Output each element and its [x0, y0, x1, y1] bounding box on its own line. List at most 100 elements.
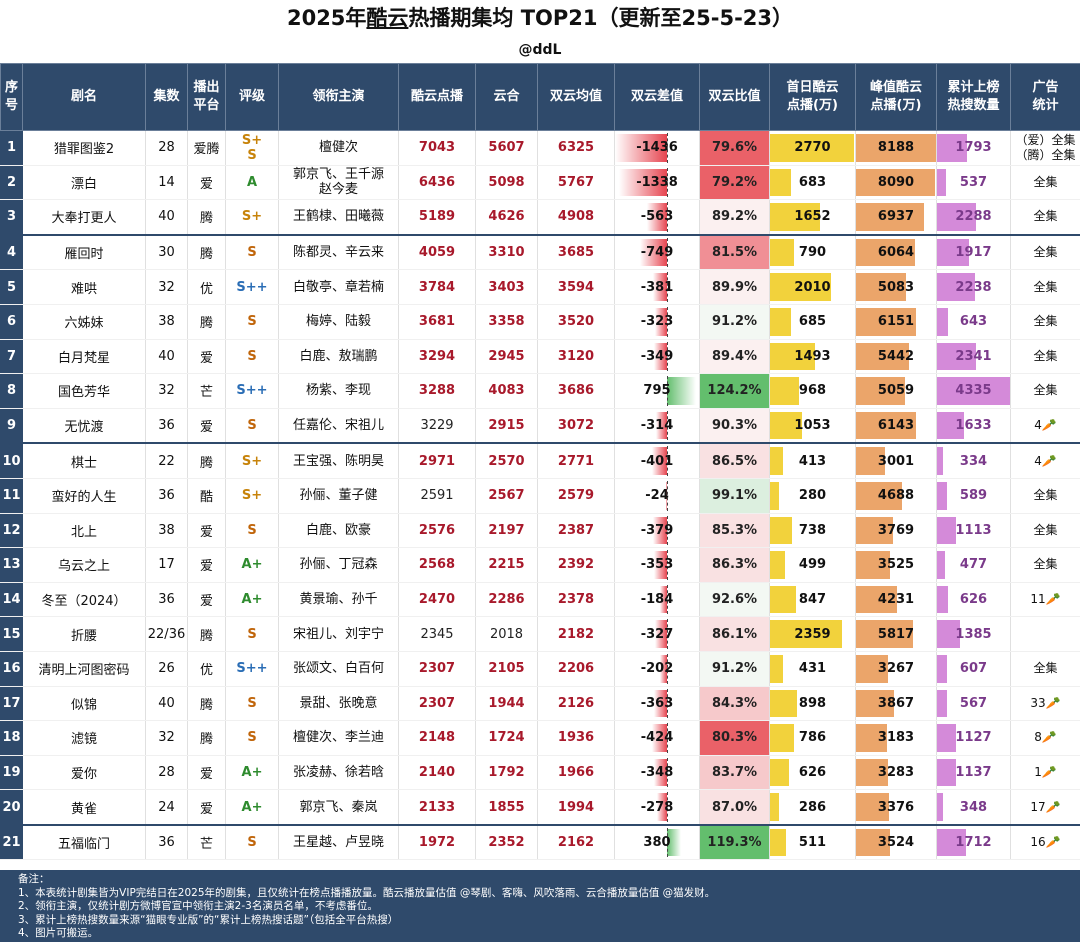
- dual-diff: -363: [614, 686, 700, 722]
- first-day-views-value: 286: [798, 799, 827, 815]
- cast-text: 白鹿、敖瑞鹏: [299, 348, 378, 364]
- dual-avg: 2378: [537, 582, 615, 618]
- table-header: 序号 剧名 集数 播出平台 评级 领衔主演 酷云点播 云合 双云均值 双云差值 …: [0, 63, 1080, 131]
- ad-text: 1🥕: [1034, 764, 1057, 779]
- cast-text: 景甜、张晚意: [299, 695, 378, 711]
- platform: 爱: [187, 513, 226, 549]
- ad-text: 16🥕: [1030, 835, 1061, 850]
- dual-ratio: 124.2%: [699, 373, 770, 409]
- first-day-views-value: 683: [798, 174, 827, 190]
- ad-text: 全集: [1033, 314, 1058, 329]
- rating: S: [225, 513, 279, 549]
- peak-views-bar: [856, 273, 906, 301]
- episode-count: 24: [145, 789, 188, 826]
- cast-text: 杨紫、李现: [305, 383, 371, 399]
- rating: S: [225, 720, 279, 756]
- hot-search-count-value: 626: [959, 592, 988, 608]
- yunhe-views: 3358: [475, 304, 538, 340]
- yunhe-views: 2286: [475, 582, 538, 618]
- lead-cast: 白鹿、欧豪: [278, 513, 399, 549]
- peak-views-bar: [856, 307, 917, 336]
- hot-search-count-value: 607: [959, 661, 988, 677]
- first-day-views-bar: [770, 447, 783, 475]
- header-name: 剧名: [22, 63, 146, 131]
- ad-stats: 全集: [1010, 651, 1080, 687]
- dual-diff: -184: [614, 582, 700, 618]
- peak-views-bar: [856, 203, 924, 231]
- rating-text: S: [247, 695, 257, 711]
- table-row: 19 爱你 28 爱 A+ 张凌赫、徐若晗 2140 1792 1966 -348 83.7% 626…: [0, 755, 1080, 791]
- dual-diff: -424: [614, 720, 700, 756]
- ad-text: 4🥕: [1034, 418, 1057, 433]
- platform: 腾: [187, 442, 226, 479]
- kuyun-views: 3294: [398, 339, 476, 375]
- cast-text: 王星越、卢昱晓: [292, 835, 384, 851]
- hot-search-count-value: 537: [959, 174, 988, 190]
- drama-name: 折腰: [22, 616, 146, 652]
- peak-views: 3867: [855, 686, 937, 722]
- rating-text: S: [247, 730, 257, 746]
- cast-text: 孙俪、丁冠森: [299, 557, 378, 573]
- yunhe-views: 5607: [475, 130, 538, 166]
- ad-text: 全集: [1033, 348, 1058, 363]
- yunhe-views: 4626: [475, 199, 538, 236]
- diff-axis: [667, 133, 668, 163]
- platform: 爱: [187, 165, 226, 201]
- rating: S+ S: [225, 130, 279, 166]
- cast-text: 张颂文、白百何: [292, 661, 384, 677]
- peak-views-value: 5442: [877, 348, 915, 364]
- row-index: 20: [0, 789, 23, 826]
- yunhe-views: 1724: [475, 720, 538, 756]
- rating-text: A+: [241, 557, 263, 573]
- yunhe-views: 2945: [475, 339, 538, 375]
- first-day-views: 1652: [769, 199, 856, 236]
- hot-search-count-value: 2341: [955, 348, 992, 364]
- table-row: 6 六姊妹 38 腾 S 梅婷、陆毅 3681 3358 3520 -323 91.2% 685 615…: [0, 304, 1080, 340]
- table-row: 20 黄雀 24 爱 A+ 郭京飞、秦岚 2133 1855 1994 -278 87.0% 286 3…: [0, 789, 1080, 826]
- header-avg: 双云均值: [537, 63, 615, 131]
- author-handle: @ddL: [518, 42, 562, 58]
- drama-name: 白月梵星: [22, 339, 146, 375]
- drama-name: 五福临门: [22, 823, 146, 861]
- lead-cast: 任嘉伦、宋祖儿: [278, 408, 399, 444]
- diff-axis: [667, 376, 668, 406]
- lead-cast: 王鹤棣、田曦薇: [278, 199, 399, 236]
- hot-search-count-value: 1127: [955, 730, 992, 746]
- peak-views: 6151: [855, 304, 937, 340]
- diff-bar: [655, 620, 667, 648]
- ad-stats: 16🥕: [1010, 823, 1080, 861]
- cast-text: 王鹤棣、田曦薇: [292, 209, 384, 225]
- row-index: 2: [0, 165, 23, 201]
- episode-count: 40: [145, 199, 188, 236]
- first-day-views-bar: [770, 307, 791, 336]
- ad-stats: 全集: [1010, 199, 1080, 236]
- kuyun-views: 2971: [398, 442, 476, 479]
- lead-cast: 张颂文、白百何: [278, 651, 399, 687]
- kuyun-views: 2307: [398, 651, 476, 687]
- first-day-views-bar: [770, 828, 786, 857]
- dual-diff: -278: [614, 789, 700, 826]
- dual-avg: 3520: [537, 304, 615, 340]
- hot-search-count: 626: [936, 582, 1011, 618]
- table-row: 4 雁回时 30 腾 S 陈都灵、辛云来 4059 3310 3685 -749 81.5% 790 6…: [0, 233, 1080, 271]
- first-day-views: 280: [769, 478, 856, 514]
- row-index: 19: [0, 755, 23, 791]
- hot-search-count: 537: [936, 165, 1011, 201]
- ad-text: 全集: [1033, 488, 1058, 503]
- diff-bar: [656, 793, 667, 821]
- diff-axis: [667, 446, 668, 476]
- hot-search-count-bar: [937, 273, 975, 301]
- hot-search-count-bar: [937, 411, 965, 440]
- hot-search-count-value: 1793: [955, 140, 992, 156]
- table-row: 2 漂白 14 爱 A 郭京飞、王千源 赵今麦 6436 5098 5767 -1338 79.2%…: [0, 165, 1080, 201]
- diff-bar: [652, 447, 667, 475]
- first-day-views: 968: [769, 373, 856, 409]
- ad-text: 全集: [1033, 245, 1058, 260]
- diff-value: -1338: [636, 174, 678, 190]
- hot-search-count-bar: [937, 238, 970, 267]
- hot-search-count-bar: [937, 585, 948, 614]
- diff-bar: [660, 585, 667, 614]
- diff-value: -323: [640, 314, 674, 330]
- rating-text: S: [247, 348, 257, 364]
- diff-bar: [653, 689, 667, 718]
